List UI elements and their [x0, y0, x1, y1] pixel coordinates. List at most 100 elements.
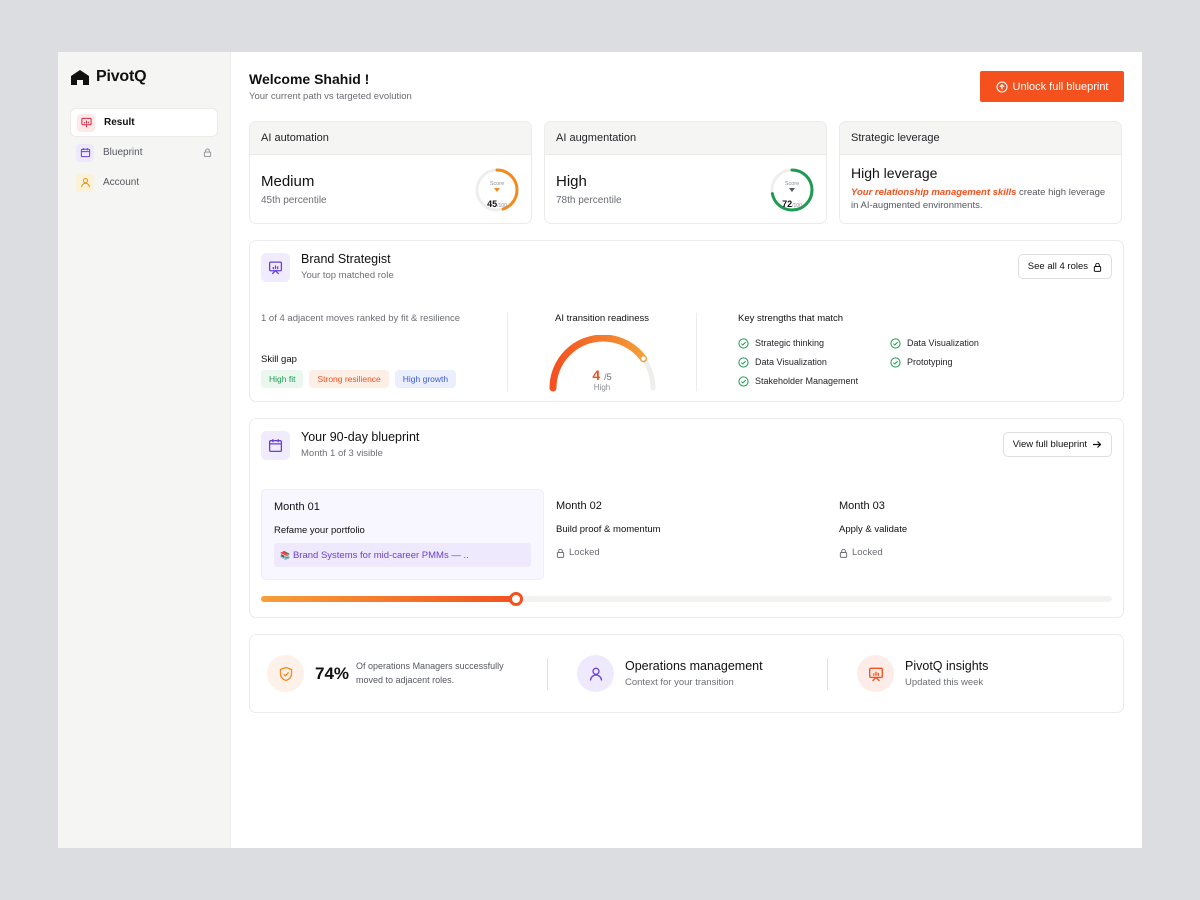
success-percent: 74% — [315, 663, 350, 683]
logo-icon — [71, 70, 89, 85]
app-window: PivotQ Result Blueprint Account Welcome … — [58, 52, 1142, 848]
sidebar-item-label: Result — [104, 117, 135, 128]
strength-item: Prototyping — [890, 356, 1040, 368]
score-label: Score — [784, 180, 800, 187]
role-subtitle: Your top matched role — [301, 270, 394, 281]
sidebar: PivotQ Result Blueprint Account — [58, 52, 231, 848]
sidebar-item-result[interactable]: Result — [70, 108, 218, 137]
adjacent-moves-text: 1 of 4 adjacent moves ranked by fit & re… — [261, 313, 461, 324]
card-heading: AI augmentation — [545, 122, 826, 155]
operations-subtitle: Context for your transition — [625, 677, 734, 688]
lock-icon — [1093, 262, 1102, 272]
locked-status: Locked — [839, 547, 1098, 558]
score-gauge-arc — [770, 168, 814, 211]
month-task: Build proof & momentum — [556, 524, 661, 535]
logo-text: PivotQ — [96, 68, 147, 85]
unlock-label: Unlock full blueprint — [1012, 80, 1109, 93]
unlock-blueprint-button[interactable]: Unlock full blueprint — [980, 71, 1124, 102]
month-task: Apply & validate — [839, 524, 908, 535]
user-icon — [76, 173, 94, 192]
role-title: Brand Strategist — [301, 252, 391, 266]
score-value: 45/100 — [487, 198, 507, 209]
card-heading: AI automation — [250, 122, 531, 155]
locked-status: Locked — [556, 547, 815, 558]
blueprint-title: Your 90-day blueprint — [301, 430, 420, 444]
check-circle-icon — [738, 337, 749, 349]
lock-icon — [556, 548, 565, 558]
calendar-icon — [76, 143, 94, 162]
leverage-title: High leverage — [851, 165, 938, 181]
matched-role-panel: Brand Strategist Your top matched role S… — [249, 240, 1124, 402]
view-blueprint-label: View full blueprint — [1012, 439, 1087, 450]
score-value: 72/100 — [782, 198, 802, 209]
month-card-02[interactable]: Month 02 Build proof & momentum Locked — [544, 489, 827, 580]
lock-icon — [203, 148, 212, 157]
month-card-01[interactable]: Month 01 Refame your portfolio 📚 Brand S… — [261, 489, 544, 580]
books-icon: 📚 — [280, 550, 290, 560]
progress-handle[interactable] — [509, 592, 524, 606]
month-card-03[interactable]: Month 03 Apply & validate Locked — [827, 489, 1110, 580]
sidebar-item-label: Account — [103, 177, 140, 188]
chip-strong-resilience: Strong resilience — [309, 370, 389, 388]
blueprint-subtitle: Month 1 of 3 visible — [301, 448, 383, 459]
resource-link[interactable]: 📚 Brand Systems for mid-career PMMs — .. — [274, 543, 531, 567]
page-title: Welcome Shahid ! — [249, 71, 370, 87]
strength-item: Strategic thinking — [738, 337, 890, 349]
logo[interactable]: PivotQ — [70, 68, 218, 86]
card-value: High — [556, 173, 587, 190]
strength-item: Data Visualization — [738, 356, 890, 368]
main-content: Welcome Shahid ! Your current path vs ta… — [231, 52, 1142, 848]
success-text: Of operations Managers successfully move… — [356, 661, 504, 685]
readiness-section: AI transition readiness 4 /5 — [507, 313, 697, 392]
lock-icon — [839, 548, 848, 558]
pivotq-insights-title: PivotQ insights — [905, 659, 989, 673]
month-title: Month 01 — [274, 501, 320, 513]
check-circle-icon — [890, 356, 901, 368]
check-circle-icon — [738, 375, 749, 387]
caret-down-icon — [494, 187, 500, 192]
score-label: Score — [489, 180, 505, 187]
sidebar-item-blueprint[interactable]: Blueprint — [70, 138, 218, 167]
progress-fill — [261, 596, 517, 602]
readiness-gauge-arc — [549, 335, 657, 392]
blueprint-progress-bar — [261, 592, 1112, 606]
month-title: Month 03 — [839, 500, 885, 512]
month-task: Refame your portfolio — [274, 525, 365, 536]
sidebar-item-account[interactable]: Account — [70, 168, 218, 197]
chip-high-growth: High growth — [394, 370, 457, 388]
presentation-icon — [857, 655, 894, 692]
ai-automation-card: AI automation Medium 45th percentile Sco… — [249, 121, 532, 224]
sidebar-item-label: Blueprint — [103, 147, 143, 158]
readiness-score: 4 /5 — [592, 367, 612, 383]
presentation-icon — [261, 253, 290, 282]
divider — [827, 657, 828, 690]
month-title: Month 02 — [556, 500, 602, 512]
readiness-gauge-marker — [641, 356, 646, 361]
score-gauge: Score 45/100 — [474, 167, 520, 213]
divider — [547, 657, 548, 690]
readiness-title: AI transition readiness — [555, 313, 649, 324]
ai-augmentation-card: AI augmentation High 78th percentile Sco… — [544, 121, 827, 224]
strategic-leverage-card: Strategic leverage High leverage Your re… — [839, 121, 1122, 224]
operations-insight: Operations management Context for your t… — [548, 655, 827, 693]
insights-strip: 74% Of operations Managers successfully … — [249, 634, 1124, 713]
calendar-icon — [261, 431, 290, 460]
shield-check-icon — [267, 655, 304, 692]
card-percentile: 45th percentile — [261, 195, 327, 206]
readiness-level: High — [593, 383, 611, 392]
success-rate-insight: 74% Of operations Managers successfully … — [250, 655, 547, 693]
blueprint-panel: Your 90-day blueprint Month 1 of 3 visib… — [249, 418, 1124, 618]
card-value: Medium — [261, 173, 315, 190]
view-full-blueprint-button[interactable]: View full blueprint — [1002, 432, 1112, 457]
card-percentile: 78th percentile — [556, 195, 622, 206]
leverage-description: Your relationship management skills crea… — [851, 187, 1106, 212]
page-subtitle: Your current path vs targeted evolution — [249, 91, 412, 102]
arrow-up-circle-icon — [995, 80, 1008, 93]
operations-title: Operations management — [625, 659, 763, 673]
strengths-title: Key strengths that match — [738, 313, 844, 324]
check-circle-icon — [890, 337, 901, 349]
readiness-gauge — [549, 335, 657, 392]
see-all-roles-button[interactable]: See all 4 roles — [1017, 254, 1112, 279]
score-gauge-arc — [475, 168, 519, 211]
presentation-icon — [77, 113, 95, 132]
